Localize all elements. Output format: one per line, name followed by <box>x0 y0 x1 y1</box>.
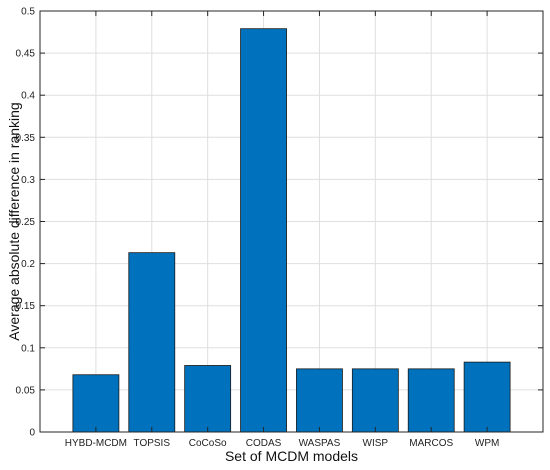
x-tick-label: WASPAS <box>299 438 341 449</box>
bar-waspas <box>296 368 343 433</box>
x-tick-label: CODAS <box>246 438 282 449</box>
y-tick-label: 0.5 <box>21 7 35 18</box>
x-axis-title: Set of MCDM models <box>225 448 358 464</box>
y-tick-label: 0.45 <box>16 49 36 60</box>
x-tick-label: CoCoSo <box>189 438 227 449</box>
y-tick-labels: 0 0.05 0.1 0.15 0.2 0.25 0.3 0.35 0.4 0.45 0.5 <box>16 7 36 439</box>
bar-wisp <box>351 368 399 433</box>
y-tick-label: 0.4 <box>21 91 35 102</box>
bar-cocoso <box>184 365 232 433</box>
y-tick-label: 0.35 <box>16 133 36 144</box>
bar-hybd-mcdm <box>72 374 120 433</box>
x-tick-label: HYBD-MCDM <box>65 438 127 449</box>
y-tick-label: 0.3 <box>21 175 35 186</box>
x-tick-label: MARCOS <box>409 438 453 449</box>
y-tick-label: 0.05 <box>16 385 36 396</box>
x-tick-label: WISP <box>363 438 389 449</box>
y-tick-label: 0.1 <box>21 343 35 354</box>
bar-wpm <box>463 361 511 433</box>
bar-marcos <box>407 368 455 433</box>
bar-codas <box>240 28 287 433</box>
x-tick-label: TOPSIS <box>134 438 171 449</box>
x-tick-label: WPM <box>475 438 499 449</box>
y-tick-label: 0.2 <box>21 259 35 270</box>
bars <box>72 28 511 433</box>
y-tick-label: 0 <box>29 428 35 439</box>
bar-topsis <box>128 252 176 433</box>
y-axis-title: Average absolute difference in ranking <box>6 102 22 340</box>
tick-marks <box>40 10 543 433</box>
y-tick-label: 0.15 <box>16 301 36 312</box>
y-tick-label: 0.25 <box>16 217 36 228</box>
x-tick-labels: HYBD-MCDM TOPSIS CoCoSo CODAS WASPAS WISP MARC… <box>65 438 500 449</box>
